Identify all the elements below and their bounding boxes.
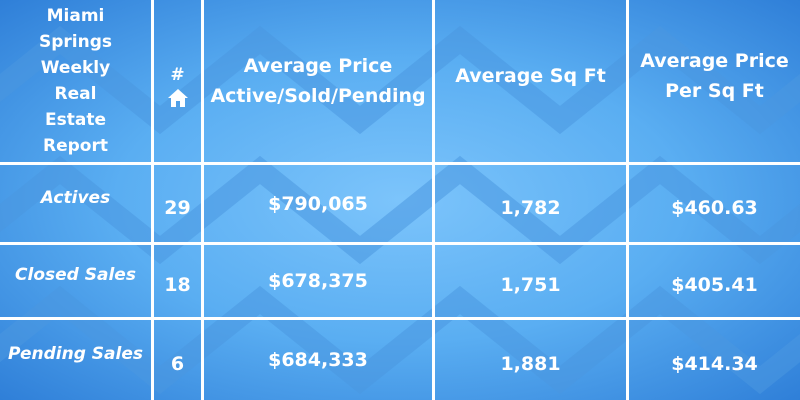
row-label-cell: Actives bbox=[0, 159, 151, 236]
cell-value: $414.34 bbox=[671, 353, 758, 375]
column-divider bbox=[432, 0, 435, 400]
column-divider bbox=[626, 0, 629, 400]
house-icon bbox=[167, 89, 188, 107]
value-cell: $678,375 bbox=[204, 245, 432, 317]
header-text: # bbox=[170, 65, 185, 85]
cell-value: $460.63 bbox=[671, 196, 758, 219]
header-cell: Average Price Per Sq Ft bbox=[629, 0, 800, 162]
header-text: Miami Springs Weekly Real Estate Report bbox=[38, 6, 112, 156]
header-text: Average Price Active/Sold/Pending bbox=[210, 55, 426, 107]
cell-value: $684,333 bbox=[268, 349, 368, 371]
header-cell: # bbox=[154, 0, 201, 162]
value-cell: 18 bbox=[154, 249, 201, 321]
header-cell: Average Sq Ft bbox=[435, 0, 626, 162]
value-cell: 1,782 bbox=[435, 169, 626, 246]
column-divider bbox=[151, 0, 154, 400]
row-divider bbox=[0, 162, 800, 165]
cell-value: 1,751 bbox=[500, 274, 561, 296]
row-divider bbox=[0, 242, 800, 245]
column-divider bbox=[201, 0, 204, 400]
header-cell: Miami Springs Weekly Real Estate Report bbox=[0, 0, 151, 162]
cell-value: 1,782 bbox=[500, 196, 561, 219]
value-cell: $460.63 bbox=[629, 169, 800, 246]
row-divider bbox=[0, 317, 800, 320]
row-label: Actives bbox=[40, 187, 111, 208]
header-cell: Average Price Active/Sold/Pending bbox=[204, 0, 432, 162]
header-text: Average Sq Ft bbox=[455, 65, 606, 87]
cell-value: 18 bbox=[164, 274, 191, 296]
cell-value: 6 bbox=[170, 353, 185, 375]
cell-value: 1,881 bbox=[500, 353, 561, 375]
cell-value: $405.41 bbox=[671, 274, 758, 296]
cell-value: $790,065 bbox=[268, 192, 368, 215]
header-text: Average Price Per Sq Ft bbox=[640, 50, 789, 102]
value-cell: $414.34 bbox=[629, 324, 800, 400]
value-cell: $790,065 bbox=[204, 165, 432, 242]
value-cell: 6 bbox=[154, 324, 201, 400]
row-label: Pending Sales bbox=[7, 344, 143, 364]
value-cell: $684,333 bbox=[204, 320, 432, 400]
value-cell: 1,881 bbox=[435, 324, 626, 400]
row-label: Closed Sales bbox=[15, 265, 136, 285]
value-cell: $405.41 bbox=[629, 249, 800, 321]
cell-value: $678,375 bbox=[268, 270, 368, 292]
row-label-cell: Pending Sales bbox=[0, 314, 151, 394]
cell-value: 29 bbox=[164, 196, 191, 219]
value-cell: 29 bbox=[154, 169, 201, 246]
value-cell: 1,751 bbox=[435, 249, 626, 321]
row-label-cell: Closed Sales bbox=[0, 239, 151, 311]
